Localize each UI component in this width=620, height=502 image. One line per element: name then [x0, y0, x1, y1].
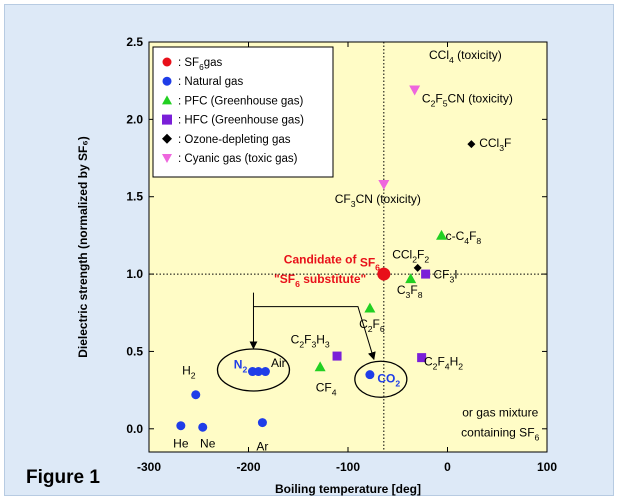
- legend-label-ozone: : Ozone-depleting gas: [178, 134, 291, 146]
- natural-point: [365, 370, 375, 380]
- figure-panel: -300 -200 -100 0 100 0.0 0.5 1.0 1.5 2.0 2.5 Boilin…: [4, 4, 614, 496]
- label-h2: H2: [182, 364, 196, 381]
- label-cf3cn: CF3CN (toxicity): [335, 192, 421, 209]
- pfc-point: [364, 302, 376, 313]
- legend-box: [152, 46, 334, 178]
- cyanic-point: [378, 179, 390, 190]
- label-ccl3f: CCl3F: [479, 136, 511, 153]
- y-tick-label: 0.5: [126, 344, 143, 358]
- pfc-point: [314, 361, 326, 372]
- y-tick-label: 0.0: [126, 422, 143, 436]
- legend-label-pfc: : PFC (Greenhouse gas): [178, 95, 303, 107]
- pfc-point: [405, 273, 417, 284]
- natural-point: [257, 418, 267, 428]
- label-ccl2f2: CCl2F2: [392, 248, 429, 265]
- label-mixture1: or gas mixture: [462, 405, 538, 419]
- legend: : SF6gas : Natural gas : PFC (Greenhouse g…: [152, 46, 334, 178]
- hfc-point: [417, 353, 427, 363]
- y-tick-label: 1.5: [126, 190, 143, 204]
- x-tick-label: -100: [336, 460, 360, 474]
- y-tick-label: 1.0: [126, 267, 143, 281]
- scatter-chart: -300 -200 -100 0 100 0.0 0.5 1.0 1.5 2.0 2.5 Boilin…: [76, 35, 557, 496]
- hfc-point: [332, 351, 342, 361]
- legend-marker-cyanic: [162, 154, 172, 163]
- pfc-point: [436, 229, 448, 240]
- label-ar: Ar: [256, 439, 268, 453]
- label-c2f5cn: C2F5CN (toxicity): [422, 91, 513, 108]
- legend-label-cyanic: : Cyanic gas (toxic gas): [178, 153, 298, 165]
- legend-label-sf6: : SF6gas: [178, 57, 222, 72]
- label-c3f8: C3F8: [397, 283, 423, 300]
- ozone-point: [467, 140, 476, 149]
- label-c2f4h2: C2F4H2: [424, 354, 463, 371]
- sf6-label: SF6: [360, 255, 380, 272]
- co2-label: CO2: [377, 371, 400, 388]
- natural-point: [198, 422, 208, 432]
- point-labels: CCl4 (toxicity) C2F5CN (toxicity) CCl3F CF3…: [173, 48, 539, 453]
- natural-point: [191, 390, 201, 400]
- hfc-point: [421, 269, 431, 279]
- legend-marker-ozone: [162, 133, 172, 144]
- n2-label: N2: [234, 357, 248, 374]
- legend-marker-hfc: [162, 114, 172, 125]
- y-tick-label: 2.0: [126, 112, 143, 126]
- legend-marker-sf6: [162, 57, 172, 67]
- label-c2f3h3: C2F3H3: [291, 333, 330, 350]
- x-tick-label: 0: [444, 460, 451, 474]
- candidate-label-line2: "SF6 substitute": [274, 272, 366, 289]
- x-tick-label: -200: [236, 460, 260, 474]
- x-axis-label: Boiling temperature [deg]: [275, 482, 421, 496]
- label-cf3i: CF3I: [433, 268, 457, 285]
- label-air: Air: [271, 356, 286, 370]
- label-c4f8: c-C4F8: [446, 229, 482, 246]
- x-tick-label: 100: [537, 460, 557, 474]
- cyanic-point: [409, 85, 421, 96]
- co2-ellipse: [354, 360, 408, 398]
- natural-point: [253, 367, 263, 377]
- label-mixture2: containing SF6: [461, 426, 539, 443]
- candidate-callout: Candidate of "SF6 substitute": [216, 253, 408, 398]
- legend-label-natural: : Natural gas: [178, 76, 243, 88]
- natural-point: [260, 367, 270, 377]
- y-tick-label: 2.5: [126, 35, 143, 49]
- axes: -300 -200 -100 0 100 0.0 0.5 1.0 1.5 2.0 2.5 Boilin…: [76, 35, 557, 496]
- natural-point: [176, 421, 186, 431]
- figure-caption: Figure 1: [26, 467, 100, 488]
- candidate-label-line1: Candidate of: [284, 253, 358, 267]
- y-axis-label: Dielectric strength (normalized by SF₆): [76, 136, 90, 358]
- ozone-point: [413, 263, 422, 272]
- label-c2f6: C2F6: [359, 317, 385, 334]
- arrow-to-co2: [253, 306, 376, 361]
- legend-marker-natural: [162, 76, 172, 86]
- x-tick-label: -300: [137, 460, 161, 474]
- sf6-point: [377, 267, 391, 281]
- label-he: He: [173, 436, 189, 450]
- label-cf4: CF4: [316, 381, 337, 398]
- label-ccl4: CCl4 (toxicity): [429, 48, 502, 65]
- legend-marker-pfc: [162, 95, 172, 105]
- legend-label-hfc: : HFC (Greenhouse gas): [178, 115, 304, 127]
- data-points: [176, 85, 476, 432]
- label-ne: Ne: [200, 436, 216, 450]
